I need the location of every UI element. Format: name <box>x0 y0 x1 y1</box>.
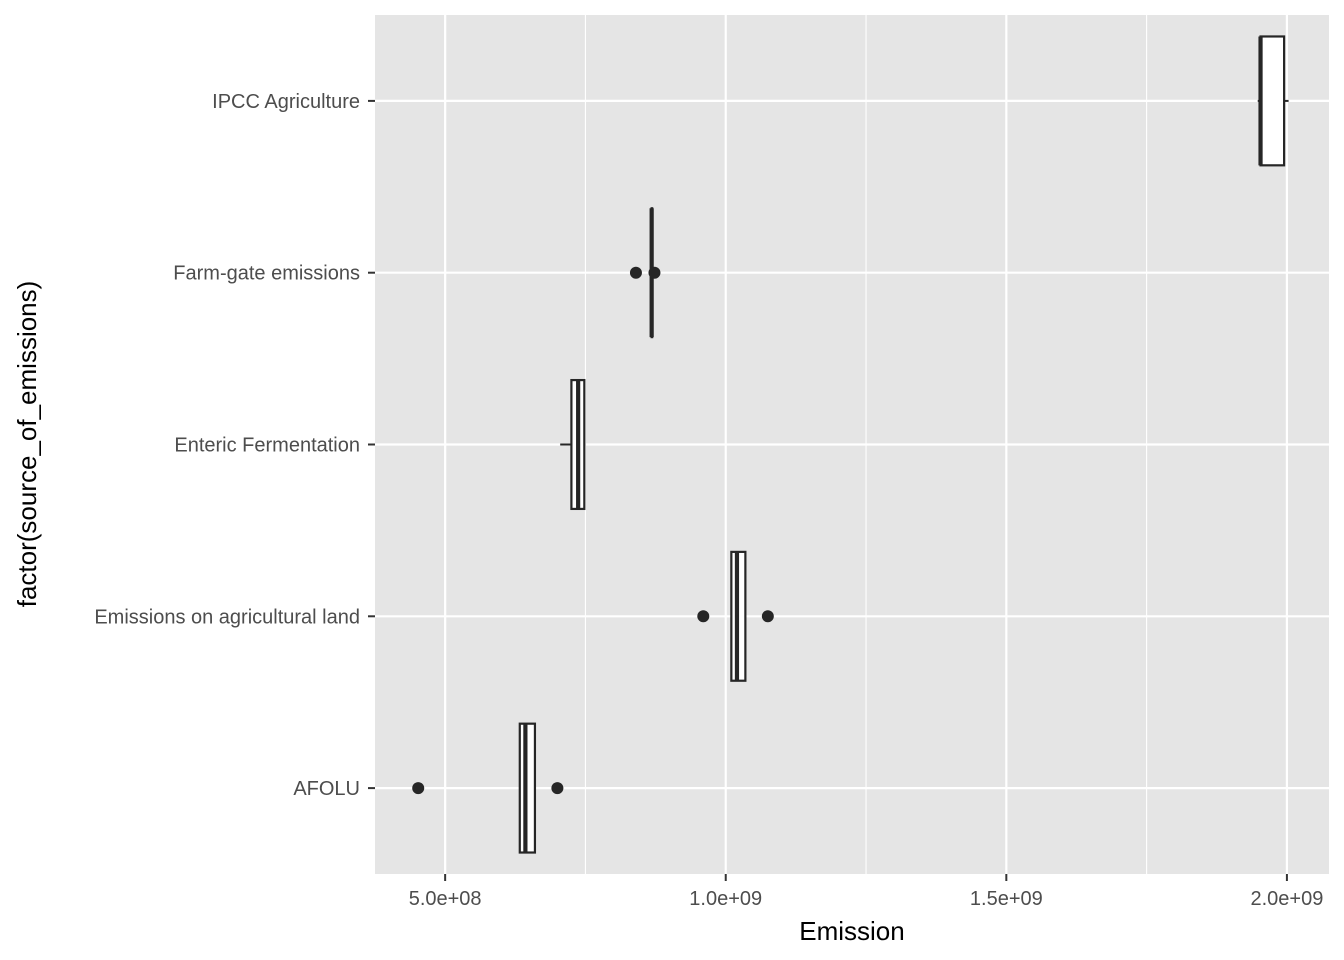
outlier-point-1 <box>648 266 661 279</box>
y-tick-label-3: Farm-gate emissions <box>173 263 360 285</box>
box-4 <box>1257 35 1289 167</box>
x-tick-label-2: 1.5e+09 <box>970 888 1043 910</box>
box-2 <box>560 378 586 511</box>
outlier-point-0 <box>629 266 642 279</box>
outlier-point-0 <box>412 782 425 795</box>
outlier-point-1 <box>551 782 564 795</box>
outlier-point-1 <box>761 610 774 623</box>
boxplot-series <box>412 35 1289 854</box>
major-gridlines <box>375 15 1329 874</box>
box-0 <box>412 722 564 854</box>
box-body <box>1259 35 1286 167</box>
y-axis-title: factor(source_of_emissions) <box>12 281 42 608</box>
y-tick-label-1: Emissions on agricultural land <box>94 606 360 628</box>
y-tick-label-2: Enteric Fermentation <box>174 435 360 457</box>
x-axis: 5.0e+08 1.0e+09 1.5e+09 2.0e+09 <box>409 874 1323 910</box>
y-tick-label-4: IPCC Agriculture <box>212 91 360 113</box>
y-axis: AFOLU Emissions on agricultural land Enter… <box>94 91 375 800</box>
box-3 <box>629 207 661 339</box>
x-tick-label-0: 5.0e+08 <box>409 888 482 910</box>
box-1 <box>697 550 774 682</box>
x-tick-label-1: 1.0e+09 <box>689 888 762 910</box>
y-tick-label-0: AFOLU <box>293 778 360 800</box>
outlier-point-0 <box>697 610 710 623</box>
x-axis-title: Emission <box>799 916 904 946</box>
x-tick-label-3: 2.0e+09 <box>1250 888 1323 910</box>
